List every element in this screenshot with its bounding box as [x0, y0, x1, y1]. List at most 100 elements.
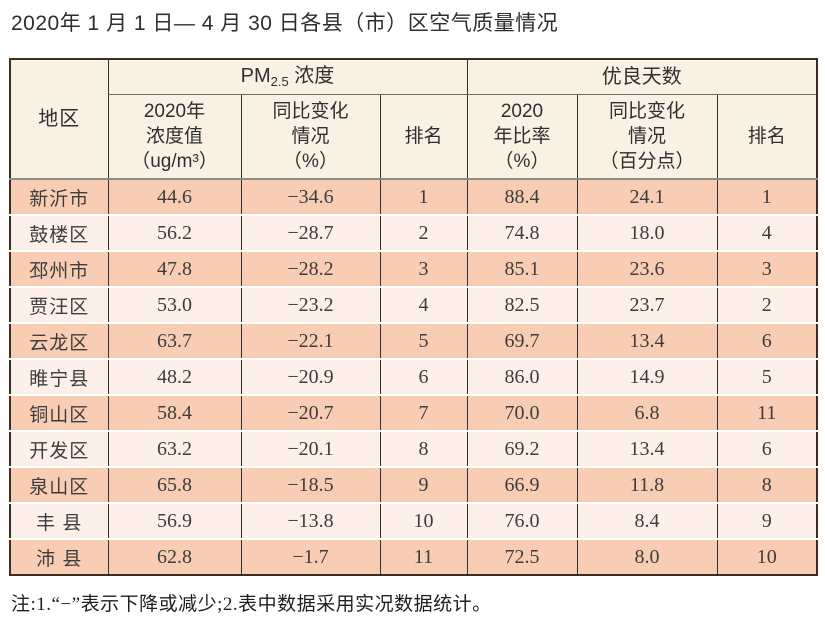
pm-rank-column-header: 排名: [379, 94, 467, 180]
good-rate-column-header: 2020 年比率 （%）: [466, 94, 577, 180]
table-row: 沛 县 62.8 −1.7 11 72.5 8.0 10: [9, 538, 818, 576]
pm-value-cell: 58.4: [107, 394, 241, 432]
table-row: 泉山区 65.8 −18.5 9 66.9 11.8 8: [9, 466, 818, 504]
good-rank-cell: 1: [716, 178, 818, 216]
good-rate-cell: 69.2: [466, 430, 577, 468]
good-rank-cell: 3: [716, 250, 818, 288]
good-rate-cell: 82.5: [466, 286, 577, 324]
pm-change-cell: −18.5: [240, 466, 380, 504]
good-change-cell: 24.1: [576, 178, 717, 216]
pm-value-cell: 63.2: [107, 430, 241, 468]
table-row: 铜山区 58.4 −20.7 7 70.0 6.8 11: [9, 394, 818, 432]
table-row: 云龙区 63.7 −22.1 5 69.7 13.4 6: [9, 322, 818, 360]
good-rank-column-header: 排名: [716, 94, 818, 180]
region-cell: 睢宁县: [9, 358, 108, 396]
pm-rank-cell: 3: [379, 250, 467, 288]
pm-value-cell: 62.8: [107, 538, 241, 576]
pm25-label-subscript: 2.5: [270, 74, 289, 90]
header-group-row: 地区 PM2.5 浓度 优良天数: [9, 59, 818, 180]
good-days-group-header: 优良天数: [466, 59, 818, 95]
pm-rank-cell: 2: [379, 214, 467, 252]
pm-rank-cell: 7: [379, 394, 467, 432]
pm-change-cell: −28.2: [240, 250, 380, 288]
good-change-cell: 23.6: [576, 250, 717, 288]
pm-value-cell: 56.2: [107, 214, 241, 252]
good-change-cell: 6.8: [576, 394, 717, 432]
footnote: 注:1.“−”表示下降或减少;2.表中数据采用实况数据统计。: [11, 594, 492, 616]
region-cell: 新沂市: [9, 178, 108, 216]
pm-change-cell: −13.8: [240, 502, 380, 540]
good-rank-cell: 6: [716, 322, 818, 360]
pm-value-cell: 44.6: [107, 178, 241, 216]
pm-rank-cell: 10: [379, 502, 467, 540]
good-change-cell: 18.0: [576, 214, 717, 252]
pm-value-cell: 47.8: [107, 250, 241, 288]
pm-rank-cell: 8: [379, 430, 467, 468]
pm-rank-cell: 4: [379, 286, 467, 324]
pm-change-cell: −20.7: [240, 394, 380, 432]
pm-change-cell: −20.9: [240, 358, 380, 396]
good-rank-cell: 11: [716, 394, 818, 432]
good-rank-cell: 5: [716, 358, 818, 396]
good-rate-cell: 69.7: [466, 322, 577, 360]
good-rank-cell: 8: [716, 466, 818, 504]
pm-value-cell: 53.0: [107, 286, 241, 324]
good-rank-cell: 4: [716, 214, 818, 252]
table-row: 邳州市 47.8 −28.2 3 85.1 23.6 3: [9, 250, 818, 288]
good-rank-cell: 2: [716, 286, 818, 324]
good-rank-cell: 9: [716, 502, 818, 540]
good-change-cell: 23.7: [576, 286, 717, 324]
pm-rank-cell: 5: [379, 322, 467, 360]
good-rate-cell: 66.9: [466, 466, 577, 504]
page-title: 2020年 1 月 1 日— 4 月 30 日各县（市）区空气质量情况: [11, 12, 559, 35]
pm-rank-cell: 1: [379, 178, 467, 216]
table-row: 开发区 63.2 −20.1 8 69.2 13.4 6: [9, 430, 818, 468]
region-cell: 铜山区: [9, 394, 108, 432]
table-row: 睢宁县 48.2 −20.9 6 86.0 14.9 5: [9, 358, 818, 396]
good-change-cell: 14.9: [576, 358, 717, 396]
good-rate-cell: 70.0: [466, 394, 577, 432]
good-rank-cell: 6: [716, 430, 818, 468]
pm-value-cell: 48.2: [107, 358, 241, 396]
pm-value-column-header: 2020年 浓度值 （ug/m³）: [107, 94, 241, 180]
pm-change-cell: −1.7: [240, 538, 380, 576]
header-sub-row: 2020年 浓度值 （ug/m³） 同比变化 情况 （%） 排名 2020 年比…: [10, 94, 818, 180]
pm25-label-suffix: 浓度: [288, 65, 335, 88]
good-rate-cell: 76.0: [466, 502, 577, 540]
pm-rank-cell: 6: [379, 358, 467, 396]
pm-value-cell: 56.9: [107, 502, 241, 540]
good-rate-cell: 85.1: [466, 250, 577, 288]
table-body: 新沂市 44.6 −34.6 1 88.4 24.1 1 鼓楼区 56.2 −2…: [9, 178, 818, 576]
pm-value-cell: 65.8: [107, 466, 241, 504]
region-cell: 邳州市: [9, 250, 108, 288]
good-change-cell: 13.4: [576, 430, 717, 468]
table-row: 鼓楼区 56.2 −28.7 2 74.8 18.0 4: [9, 214, 818, 252]
pm-change-cell: −34.6: [240, 178, 380, 216]
pm25-label-prefix: PM: [240, 65, 271, 88]
table-row: 新沂市 44.6 −34.6 1 88.4 24.1 1: [9, 178, 818, 216]
pm-rank-cell: 9: [379, 466, 467, 504]
good-rate-cell: 74.8: [466, 214, 577, 252]
region-cell: 沛 县: [9, 538, 108, 576]
good-rate-cell: 88.4: [466, 178, 577, 216]
region-cell: 贾汪区: [9, 286, 108, 324]
air-quality-table: 地区 PM2.5 浓度 优良天数 2020年 浓度值 （ug/m³） 同比变化 …: [9, 58, 819, 577]
pm-change-cell: −20.1: [240, 430, 380, 468]
pm25-group-header: PM2.5 浓度: [107, 59, 467, 95]
region-column-header: 地区: [9, 59, 108, 180]
region-cell: 鼓楼区: [9, 214, 108, 252]
good-change-cell: 13.4: [576, 322, 717, 360]
good-rank-cell: 10: [716, 538, 818, 576]
pm-change-cell: −28.7: [240, 214, 380, 252]
pm-rank-cell: 11: [379, 538, 467, 576]
table-header: 地区 PM2.5 浓度 优良天数 2020年 浓度值 （ug/m³） 同比变化 …: [9, 59, 818, 180]
good-change-column-header: 同比变化 情况 （百分点）: [576, 94, 717, 180]
good-change-cell: 11.8: [576, 466, 717, 504]
region-cell: 开发区: [9, 430, 108, 468]
good-rate-cell: 86.0: [466, 358, 577, 396]
region-cell: 云龙区: [9, 322, 108, 360]
region-cell: 丰 县: [9, 502, 108, 540]
table-row: 贾汪区 53.0 −23.2 4 82.5 23.7 2: [9, 286, 818, 324]
pm-change-column-header: 同比变化 情况 （%）: [240, 94, 380, 180]
